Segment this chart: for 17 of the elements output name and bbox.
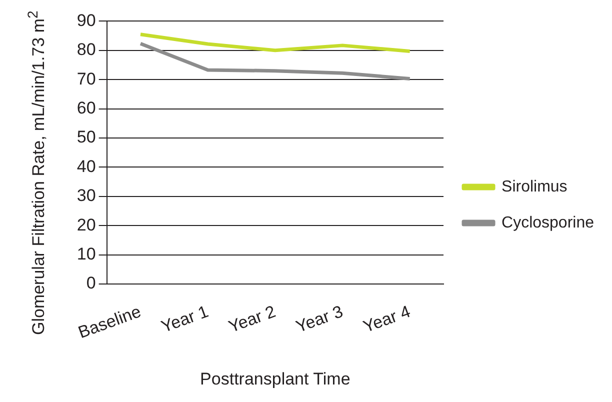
x-axis-title: Posttransplant Time <box>200 369 350 388</box>
y-tick-label: 70 <box>76 69 96 88</box>
y-tick-label: 10 <box>76 244 96 264</box>
y-tick-label: 0 <box>86 274 96 293</box>
y-tick-label: 20 <box>76 215 96 234</box>
x-tick-label: Year 1 <box>158 302 211 336</box>
y-tick-label: 60 <box>76 98 96 118</box>
x-tick-label: Year 4 <box>360 302 413 336</box>
y-tick-label: 50 <box>76 128 96 147</box>
x-tick-label: Year 3 <box>293 302 346 336</box>
legend-label: Sirolimus <box>502 178 568 196</box>
y-tick-label: 90 <box>76 10 96 30</box>
y-tick-label: 40 <box>76 156 96 176</box>
y-tick-label: 30 <box>76 186 96 206</box>
x-tick-label: Year 2 <box>226 302 278 336</box>
legend-label: Cyclosporine <box>502 214 594 232</box>
y-tick-label: 80 <box>76 40 96 60</box>
